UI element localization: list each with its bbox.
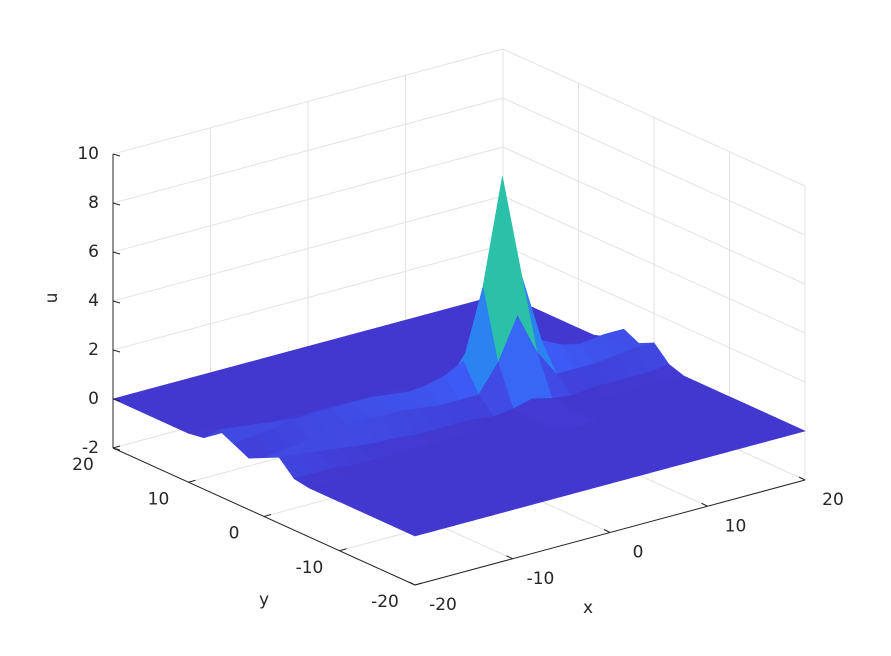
y-tick [339, 548, 347, 552]
grid-line [502, 146, 806, 285]
grid-line [502, 195, 806, 334]
x-tick-label: 0 [633, 543, 644, 563]
x-tick-label: -20 [429, 595, 457, 615]
y-tick-label: 10 [148, 489, 170, 509]
z-tick [112, 300, 121, 304]
z-tick-label: 2 [88, 340, 99, 360]
z-tick [112, 398, 121, 402]
grid-line [112, 48, 504, 155]
z-tick-label: 6 [88, 242, 99, 262]
y-tick-label: 20 [72, 455, 94, 475]
y-tick [188, 479, 196, 483]
z-tick-label: 0 [88, 389, 99, 409]
y-tick [414, 582, 423, 586]
z-tick-label: 8 [88, 193, 99, 213]
z-tick [112, 251, 121, 255]
y-tick-label: -20 [371, 592, 399, 612]
x-axis-label: x [583, 598, 593, 618]
grid-line [502, 244, 806, 383]
x-tick-label: -10 [527, 569, 555, 589]
surface-patch [399, 523, 436, 537]
z-tick-label: 4 [88, 291, 99, 311]
y-tick [112, 445, 121, 449]
grid-line [502, 97, 806, 236]
x-tick [506, 555, 513, 560]
grid-line [112, 97, 504, 204]
x-tick [408, 581, 416, 586]
x-tick [603, 529, 611, 533]
z-tick [112, 202, 121, 206]
z-axis-label: u [42, 293, 62, 304]
grid-line [112, 146, 504, 253]
grid-line [112, 195, 504, 302]
z-tick [112, 447, 121, 451]
y-tick [263, 514, 272, 517]
grid-line [112, 244, 504, 351]
z-tick-label: -2 [82, 438, 99, 458]
x-tick-label: 20 [822, 490, 844, 510]
x-tick [798, 476, 806, 481]
y-tick-label: 0 [229, 524, 240, 544]
x-tick-label: 10 [725, 516, 747, 536]
z-tick [112, 349, 121, 353]
z-tick-label: 10 [77, 144, 99, 164]
z-tick [112, 153, 121, 157]
x-tick [701, 502, 708, 507]
grid-line [502, 48, 806, 187]
y-axis-label: y [259, 590, 269, 610]
y-tick-label: -10 [296, 558, 324, 578]
surface [112, 176, 806, 537]
